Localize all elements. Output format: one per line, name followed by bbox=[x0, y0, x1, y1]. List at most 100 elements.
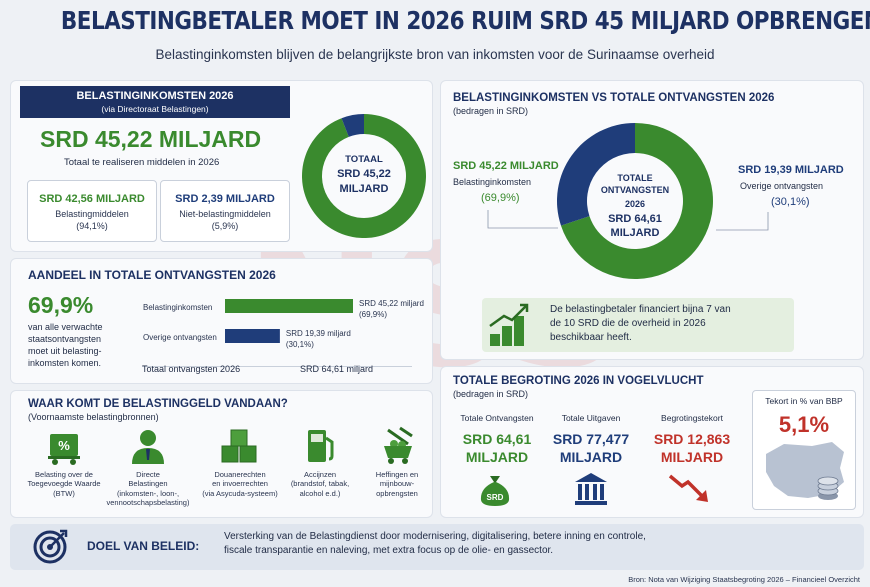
card2-pct: (5,9%) bbox=[211, 221, 239, 231]
budget-col3-label: Begrotingstekort bbox=[661, 413, 723, 423]
card1-value: SRD 42,56 MILJARD bbox=[39, 193, 145, 205]
vs-heading: BELASTINGINKOMSTEN VS TOTALE ONTVANGSTEN… bbox=[453, 92, 775, 104]
share-bar-chart: Belastinginkomsten SRD 45,22 miljard (69,9… bbox=[143, 299, 424, 349]
vs-center-1: TOTALE bbox=[617, 173, 652, 183]
budget-col2-v2: MILJARD bbox=[559, 449, 623, 465]
budget-heading: TOTALE BEGROTING 2026 IN VOGELVLUCHT bbox=[453, 375, 704, 387]
vs-subheading: (bedragen in SRD) bbox=[453, 106, 529, 116]
vs-note-2: de 10 SRD die de overheid in 2026 bbox=[550, 318, 706, 329]
panel-share bbox=[10, 258, 433, 384]
vs-donut-slice-belastinginkomsten bbox=[560, 123, 713, 279]
share-text-1: van alle verwachte bbox=[28, 322, 103, 332]
share-total-label: Totaal ontvangsten 2026 bbox=[142, 364, 241, 374]
vs-center-4: SRD 64,61 bbox=[608, 213, 662, 225]
vs-right-label: Overige ontvangsten bbox=[740, 181, 824, 191]
svg-text:%: % bbox=[58, 438, 70, 453]
budget-col1-label: Totale Ontvangsten bbox=[460, 413, 534, 423]
vs-center-2: ONTVANGSTEN bbox=[601, 185, 669, 195]
vs-note-1: De belastingbetaler financiert bijna 7 v… bbox=[550, 304, 731, 315]
vs-right-pct: (30,1%) bbox=[771, 196, 810, 208]
deficit-label: Tekort in % van BBP bbox=[765, 396, 843, 406]
budget-col1-v2: MILJARD bbox=[465, 449, 529, 465]
vs-note-box bbox=[482, 298, 794, 352]
mine-cart-icon bbox=[384, 426, 413, 464]
vs-left-value: SRD 45,22 MILJARD bbox=[453, 160, 559, 172]
source-item-heffingen: Heffingen en mijnbouw-opbrengsten bbox=[375, 470, 419, 498]
share-total-value: SRD 64,61 miljard bbox=[300, 364, 374, 374]
suriname-map-icon bbox=[766, 442, 844, 500]
tax-income-heading: BELASTINGINKOMSTEN 2026 bbox=[76, 90, 234, 102]
money-bag-text: SRD bbox=[487, 493, 504, 502]
bank-building-icon bbox=[575, 473, 607, 505]
tax-income-subheading: (via Directoraat Belastingen) bbox=[101, 104, 209, 114]
vs-right-value: SRD 19,39 MILJARD bbox=[738, 164, 844, 176]
share-text: van alle verwachte staatsontvangsten moe… bbox=[28, 321, 103, 369]
tax-income-total: SRD 45,22 MILJARD bbox=[40, 126, 262, 152]
vs-note-3: beschikbaar heeft. bbox=[550, 332, 632, 343]
coins-growth-icon bbox=[489, 303, 529, 346]
source-item-douane: Douanerechten en invoerrechten (via Asycud… bbox=[202, 470, 278, 498]
budget-col2-label: Totale Uitgaven bbox=[561, 413, 621, 423]
bar-category-label: Overige ontvangsten bbox=[143, 333, 217, 342]
vs-center-5: MILJARD bbox=[611, 227, 660, 239]
policy-text-2: fiscale transparantie en naleving, met e… bbox=[224, 545, 554, 556]
policy-text: Versterking van de Belastingdienst door … bbox=[224, 530, 646, 558]
budget-col3-v2: MILJARD bbox=[660, 449, 724, 465]
bar-value-label: SRD 19,39 miljard bbox=[286, 329, 351, 338]
bar-value-label: SRD 45,22 miljard bbox=[359, 299, 424, 308]
source-item-direct: Directe Belastingen (inkomsten-, loon-, ven… bbox=[106, 470, 190, 508]
source-note: Bron: Nota van Wijziging Staatsbegroting… bbox=[628, 575, 860, 584]
bar-pct-label: (30,1%) bbox=[286, 340, 314, 349]
target-icon bbox=[33, 529, 68, 564]
sources-subheading: (Voornaamste belastingbronnen) bbox=[28, 412, 159, 422]
tax-income-header: BELASTINGINKOMSTEN 2026 (via Directoraat… bbox=[20, 86, 290, 118]
bar-overige-ontvangsten bbox=[225, 329, 280, 343]
page-title: BELASTINGBETALER MOET IN 2026 RUIM SRD 4… bbox=[60, 6, 870, 35]
person-icon bbox=[132, 430, 164, 464]
page-subtitle: Belastinginkomsten blijven de belangrijk… bbox=[155, 47, 715, 62]
share-heading: AANDEEL IN TOTALE ONTVANGSTEN 2026 bbox=[28, 268, 276, 282]
card-niet-belastingmiddelen: SRD 2,39 MILJARD Niet-belastingmiddelen … bbox=[160, 180, 290, 242]
share-big-pct: 69,9% bbox=[28, 292, 94, 318]
card1-pct: (94,1%) bbox=[76, 221, 108, 231]
budget-col3-v1: SRD 12,863 bbox=[653, 431, 731, 447]
card1-label: Belastingmiddelen bbox=[55, 209, 129, 219]
bar-category-label: Belastinginkomsten bbox=[143, 303, 212, 312]
sources-heading: WAAR KOMT DE BELASTINGGELD VANDAAN? bbox=[28, 398, 288, 410]
tax-income-donut-slice-belastingmiddelen bbox=[302, 114, 426, 238]
vs-center-3: 2026 bbox=[625, 199, 645, 209]
boxes-icon bbox=[221, 429, 257, 463]
share-divider bbox=[142, 366, 412, 367]
bar-belastinginkomsten bbox=[225, 299, 353, 313]
donut1-label-1: TOTAAL bbox=[345, 154, 383, 165]
percent-cart-icon: % bbox=[48, 434, 80, 465]
tax-income-donut: TOTAAL SRD 45,22 MILJARD bbox=[302, 114, 426, 238]
downward-arrow-icon bbox=[668, 474, 708, 502]
vs-left-pct: (69,9%) bbox=[481, 192, 520, 204]
budget-col1-v1: SRD 64,61 bbox=[462, 431, 532, 447]
vs-leader-lines bbox=[487, 210, 769, 231]
budget-subheading: (bedragen in SRD) bbox=[453, 389, 529, 399]
card-belastingmiddelen: SRD 42,56 MILJARD Belastingmiddelen (94,… bbox=[27, 180, 157, 242]
share-text-2: staatsontvangsten bbox=[28, 334, 102, 344]
vs-left-label: Belastinginkomsten bbox=[453, 177, 532, 187]
share-text-3: moet uit belasting- bbox=[28, 346, 102, 356]
vs-donut-slice-overige-ontvangsten bbox=[557, 123, 635, 226]
tax-income-donut-slice-niet-belastingmiddelen bbox=[341, 114, 364, 137]
share-text-4: inkomsten komen. bbox=[28, 358, 102, 368]
card2-value: SRD 2,39 MILJARD bbox=[175, 193, 275, 205]
policy-bar bbox=[10, 524, 864, 570]
donut1-label-2: SRD 45,22 bbox=[337, 168, 391, 180]
money-bag-icon: SRD bbox=[480, 476, 510, 506]
card2-label: Niet-belastingmiddelen bbox=[179, 209, 271, 219]
tax-income-caption: Totaal te realiseren middelen in 2026 bbox=[64, 157, 220, 168]
vs-donut: TOTALE ONTVANGSTEN 2026 SRD 64,61 MILJAR… bbox=[557, 123, 713, 279]
deficit-value: 5,1% bbox=[778, 412, 830, 437]
source-item-btw: Belasting over de Toegevoegde Waarde (BTW) bbox=[27, 470, 101, 498]
policy-text-1: Versterking van de Belastingdienst door … bbox=[224, 531, 646, 542]
bar-pct-label: (69,9%) bbox=[359, 310, 387, 319]
vs-note-text: De belastingbetaler financiert bijna 7 v… bbox=[550, 303, 731, 345]
fuel-pump-icon bbox=[308, 430, 334, 462]
donut1-label-3: MILJARD bbox=[340, 183, 389, 195]
policy-label: DOEL VAN BELEID: bbox=[87, 539, 200, 553]
